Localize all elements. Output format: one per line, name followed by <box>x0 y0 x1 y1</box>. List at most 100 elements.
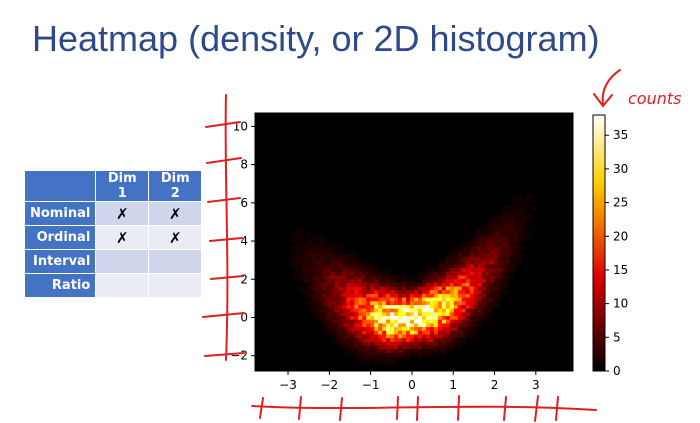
heatmap-cell <box>465 300 470 305</box>
heatmap-cell <box>386 286 391 291</box>
heatmap-cell <box>485 293 490 298</box>
heatmap-cell <box>318 271 323 276</box>
heatmap-cell <box>338 308 343 313</box>
heatmap-cell <box>338 260 343 265</box>
heatmap-cell <box>421 334 427 339</box>
heatmap-cell <box>382 352 387 357</box>
heatmap-cell <box>318 242 323 246</box>
heatmap-cell <box>425 267 431 272</box>
heatmap-cell <box>465 234 470 239</box>
heatmap-cell <box>437 345 443 350</box>
heatmap-cell <box>501 275 506 280</box>
heatmap-cell <box>517 242 522 246</box>
heatmap-cell <box>481 275 486 280</box>
heatmap-cell <box>429 315 435 320</box>
heatmap-cell <box>402 289 407 294</box>
heatmap-cell <box>457 253 462 258</box>
heatmap-cell <box>445 308 451 313</box>
heatmap-cell <box>473 253 478 258</box>
heatmap-cell <box>429 278 435 283</box>
heatmap-cell <box>493 234 498 239</box>
heatmap-cell <box>521 197 526 202</box>
heatmap-cell <box>461 289 466 294</box>
table-row: Nominal ✗ ✗ <box>23 201 203 226</box>
heatmap-cell <box>437 326 443 331</box>
heatmap-cell <box>445 267 451 272</box>
heatmap-cell <box>386 319 391 324</box>
heatmap-cell <box>374 304 379 309</box>
heatmap-cell <box>429 348 435 353</box>
heatmap-cell <box>457 267 462 272</box>
heatmap-cell <box>362 264 367 269</box>
heatmap-cell <box>513 205 518 210</box>
heatmap-cell <box>445 271 451 276</box>
slide-title: Heatmap (density, or 2D histogram) <box>32 18 600 59</box>
heatmap-cell <box>370 334 375 339</box>
heatmap-cell <box>378 275 383 280</box>
heatmap-cell <box>461 300 466 305</box>
heatmap-cell <box>378 359 383 364</box>
heatmap-cell <box>362 282 367 287</box>
heatmap-cell <box>342 330 347 335</box>
heatmap-cell <box>318 278 323 283</box>
heatmap-cell <box>346 352 351 357</box>
heatmap-cell <box>433 319 439 324</box>
heatmap-cell <box>366 359 371 364</box>
heatmap-cell <box>366 330 371 335</box>
heatmap-cell <box>457 312 462 317</box>
heatmap-cell <box>489 256 494 261</box>
heatmap-cell <box>414 319 419 324</box>
heatmap-cell <box>513 256 518 261</box>
heatmap-cell <box>322 267 327 272</box>
heatmap-cell <box>354 326 359 331</box>
heatmap-cell <box>362 334 367 339</box>
heatmap-cell <box>493 208 498 213</box>
heatmap-cell <box>322 242 327 246</box>
heatmap-cell <box>521 219 526 224</box>
heatmap-cell <box>457 315 462 320</box>
heatmap-cell <box>429 352 435 357</box>
heatmap-cell <box>378 282 383 287</box>
heatmap-cell <box>318 312 323 317</box>
heatmap-cell <box>390 334 395 339</box>
heatmap-cell <box>350 282 355 287</box>
heatmap-cell <box>445 319 451 324</box>
heatmap-cell <box>382 330 387 335</box>
heatmap-cell <box>394 315 399 320</box>
heatmap-cell <box>406 293 411 298</box>
heatmap-cell <box>322 253 327 258</box>
heatmap-cell <box>410 323 415 328</box>
heatmap-cell <box>529 194 534 199</box>
heatmap-cell <box>306 245 311 250</box>
heatmap-cell <box>421 312 427 317</box>
x-axis: −3 −2 −1 0 1 2 3 <box>279 371 540 392</box>
heatmap-cell <box>350 330 355 335</box>
heatmap-cell <box>346 330 351 335</box>
heatmap-cell <box>354 345 359 350</box>
heatmap-cell <box>469 286 474 291</box>
heatmap-cell <box>453 245 459 250</box>
heatmap-cell <box>445 275 451 280</box>
heatmap-cell <box>465 282 470 287</box>
heatmap-cell <box>362 271 367 276</box>
heatmap-cell <box>362 352 367 357</box>
heatmap-cell <box>382 334 387 339</box>
heatmap-cell <box>461 323 466 328</box>
x-axis-hand-ticks <box>259 395 559 422</box>
heatmap-cell <box>501 242 506 246</box>
heatmap-cell <box>370 341 375 346</box>
heatmap-cell <box>501 253 506 258</box>
heatmap-cell <box>525 194 530 199</box>
heatmap-cell <box>386 359 391 364</box>
heatmap-cell <box>374 275 379 280</box>
heatmap-cell <box>453 308 459 313</box>
heatmap-cell <box>362 286 367 291</box>
heatmap-cell <box>398 308 403 313</box>
heatmap-cell <box>338 267 343 272</box>
heatmap-cell <box>449 289 455 294</box>
heatmap-cell <box>414 330 419 335</box>
heatmap-cell <box>481 308 486 313</box>
heatmap-cell <box>374 286 379 291</box>
heatmap-cell <box>517 219 522 224</box>
heatmap-cell <box>330 256 335 261</box>
